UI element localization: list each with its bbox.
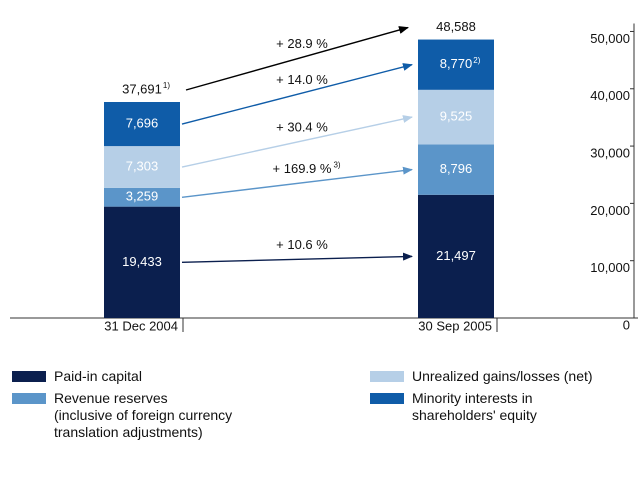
legend-label: Revenue reserves (inclusive of foreign c… xyxy=(54,390,233,440)
bar-segment xyxy=(104,206,180,318)
y-tick-label: 0 xyxy=(623,317,630,332)
change-arrow xyxy=(181,252,413,264)
legend-label: Unrealized gains/losses (net) xyxy=(412,368,593,384)
legend-swatch xyxy=(370,393,404,404)
y-tick-label: 30,000 xyxy=(590,146,630,161)
bar-segment xyxy=(418,144,494,195)
legend-swatch xyxy=(370,371,404,382)
legend-swatch xyxy=(12,371,46,382)
x-tick-label: 31 Dec 2004 xyxy=(104,318,178,333)
value-label: 21,497 xyxy=(436,248,476,263)
x-tick-label: 30 Sep 2005 xyxy=(418,318,492,333)
footnote-mark: 2) xyxy=(473,56,480,65)
bar-segment xyxy=(104,187,180,207)
change-label: + 30.4 % xyxy=(276,120,328,135)
change-arrow xyxy=(181,63,413,125)
bar-segment xyxy=(104,102,180,147)
value-label: 3,259 xyxy=(126,189,159,204)
legend-label: Minority interests in shareholders' equi… xyxy=(412,390,537,423)
legend-entry: Revenue reserves (inclusive of foreign c… xyxy=(12,390,232,441)
value-label: 19,433 xyxy=(122,254,162,269)
value-label: 8,770 xyxy=(440,56,473,71)
y-tick-label: 10,000 xyxy=(590,260,630,275)
value-label: 7,696 xyxy=(126,115,159,130)
total-label: 37,691 xyxy=(122,81,162,96)
change-label: + 14.0 % xyxy=(276,72,328,87)
value-label: 7,303 xyxy=(126,158,159,173)
change-arrow xyxy=(181,166,413,198)
bar-segment xyxy=(104,146,180,188)
change-arrow xyxy=(185,26,409,91)
footnote-mark: 3) xyxy=(333,161,340,170)
legend-label: Paid-in capital xyxy=(54,368,142,384)
y-tick-label: 40,000 xyxy=(590,88,630,103)
legend-entry: Unrealized gains/losses (net) xyxy=(370,368,593,385)
value-label: 8,796 xyxy=(440,161,473,176)
legend-entry: Paid-in capital xyxy=(12,368,142,385)
value-label: 9,525 xyxy=(440,109,473,124)
legend-swatch xyxy=(12,393,46,404)
change-label: + 28.9 % xyxy=(276,36,328,51)
footnote-mark: 1) xyxy=(163,81,170,90)
legend-entry: Minority interests in shareholders' equi… xyxy=(370,390,537,424)
bar-segment xyxy=(418,39,494,90)
total-label: 48,588 xyxy=(436,19,476,34)
change-arrow xyxy=(181,115,413,168)
change-label: + 10.6 % xyxy=(276,237,328,252)
y-tick-label: 50,000 xyxy=(590,31,630,46)
change-label: + 169.9 % xyxy=(273,161,332,176)
y-tick-label: 20,000 xyxy=(590,203,630,218)
bar-segment xyxy=(418,89,494,145)
bar-segment xyxy=(418,194,494,318)
